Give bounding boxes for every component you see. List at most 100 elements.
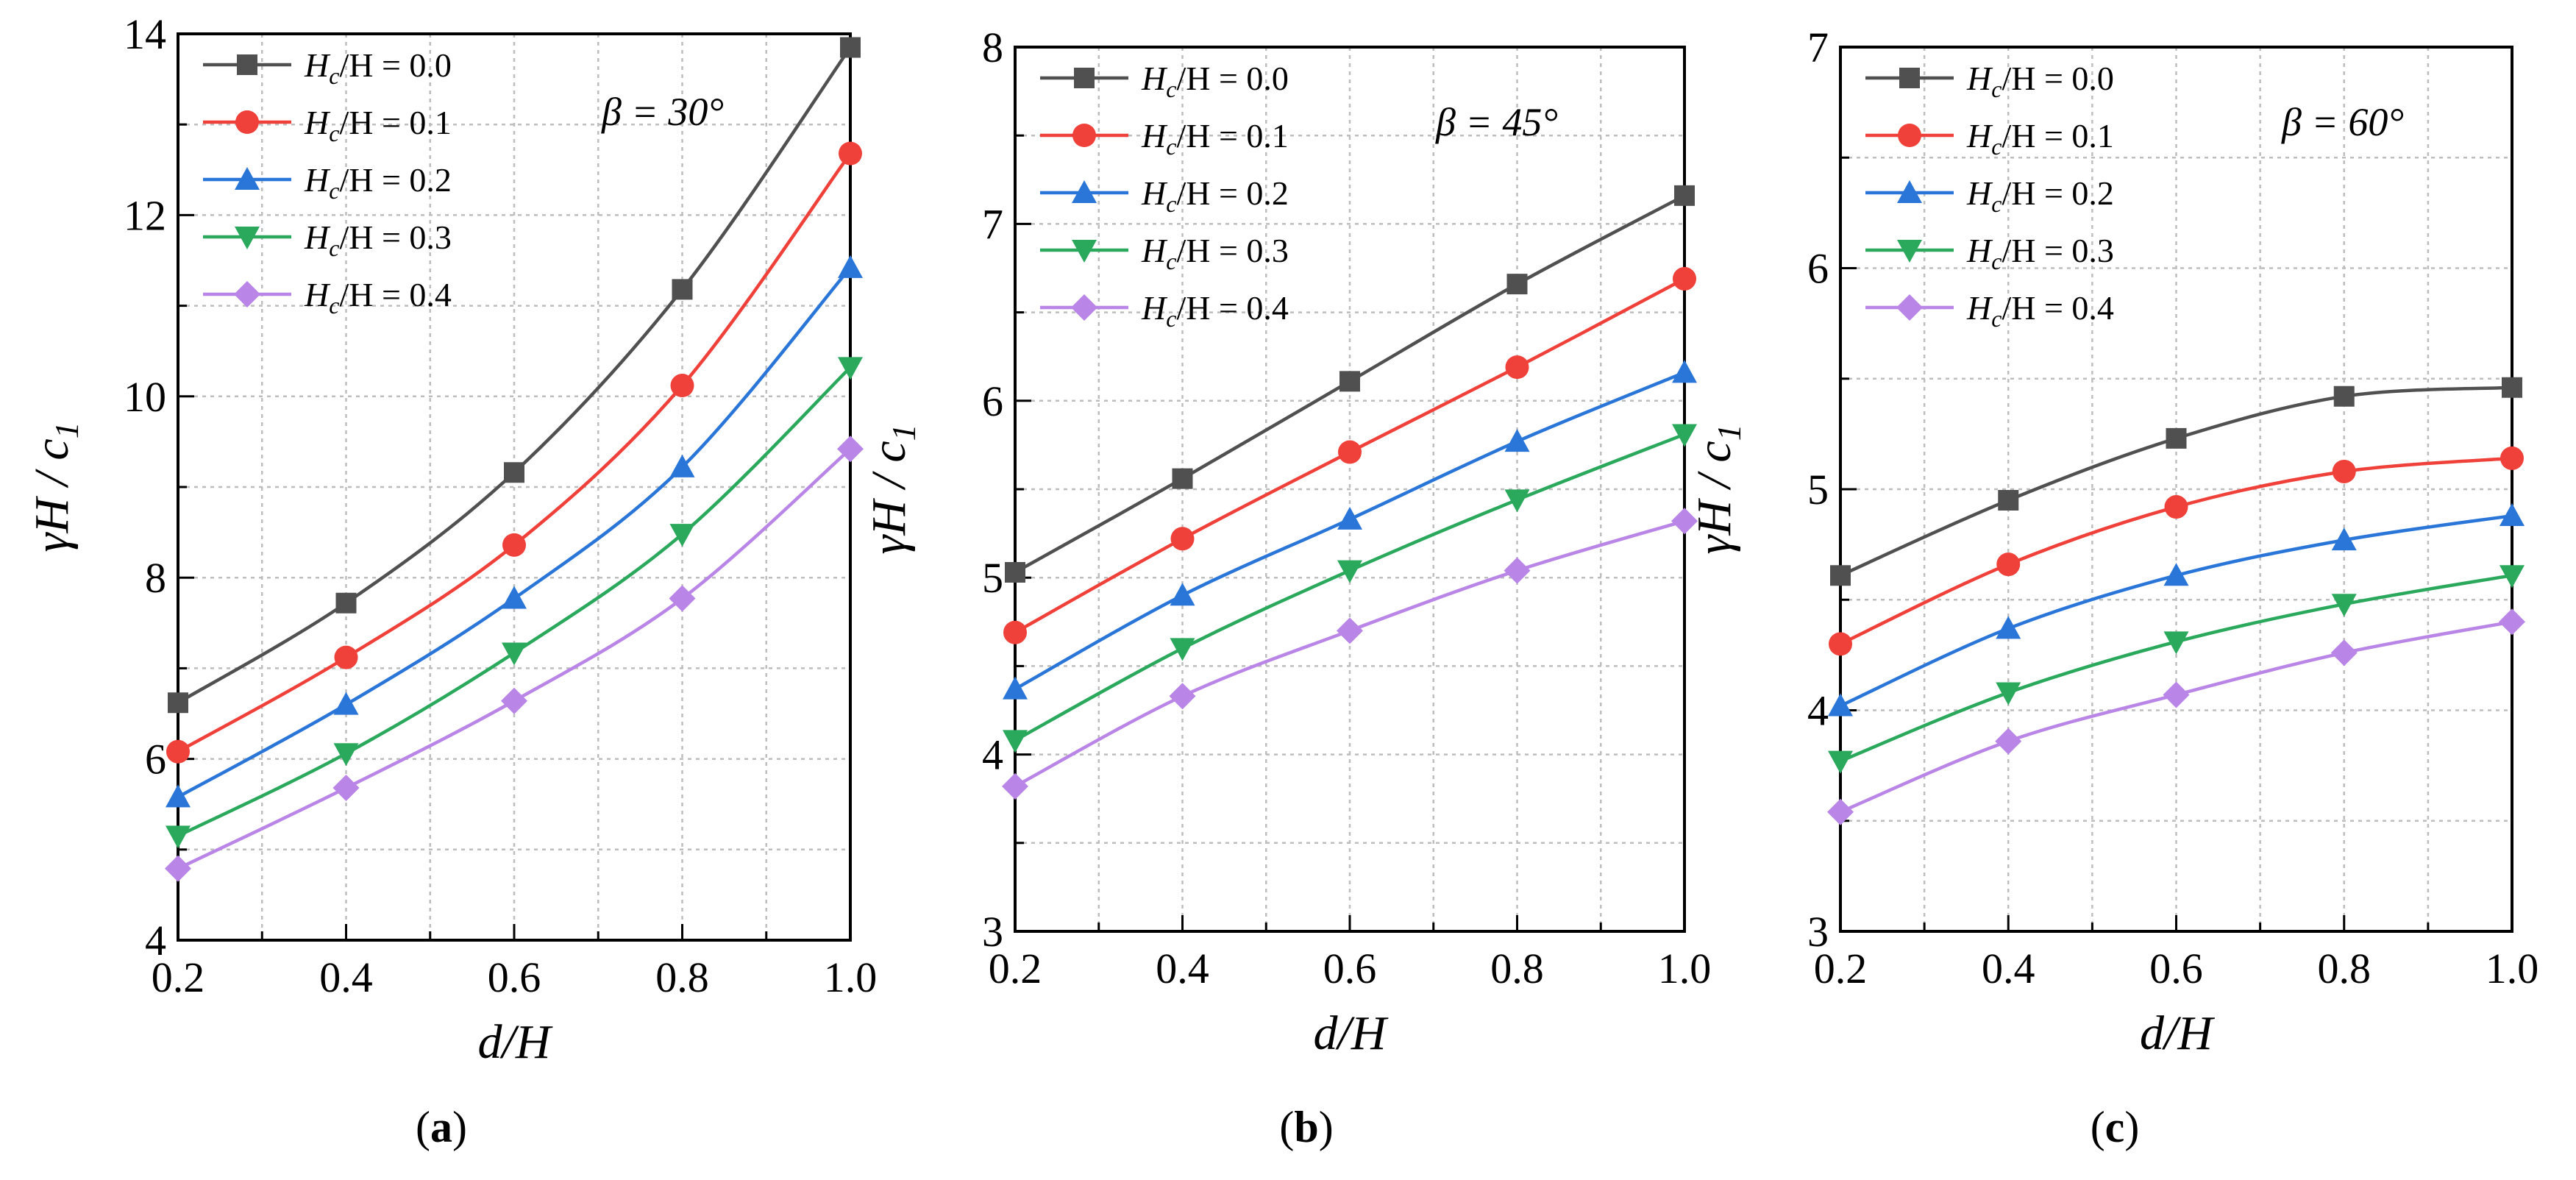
y-tick-label: 8 <box>982 24 1003 71</box>
series-line <box>177 46 852 705</box>
data-point <box>2499 503 2525 527</box>
y-tick-label: 7 <box>982 200 1003 248</box>
y-tick-label: 4 <box>982 731 1003 779</box>
angle-annotation: β = 30° <box>601 90 724 134</box>
x-tick-label: 0.8 <box>2318 945 2372 992</box>
data-point <box>669 585 696 612</box>
y-axis-title-subscript: 1 <box>885 424 922 441</box>
data-point <box>335 592 357 614</box>
y-axis-title: γH / c1 <box>25 422 85 552</box>
legend-item: Hc/H = 0.4 <box>203 276 452 319</box>
data-point <box>1674 185 1695 206</box>
data-point <box>1828 693 1853 717</box>
grid <box>1015 47 1684 931</box>
legend-label: Hc/H = 0.0 <box>304 46 452 89</box>
data-point <box>502 642 527 666</box>
data-point <box>1338 440 1362 464</box>
data-point <box>840 37 861 58</box>
panel-label: (c) <box>2091 1103 2140 1151</box>
series-2 <box>1828 503 2525 717</box>
data-point <box>1002 772 1028 800</box>
data-point <box>1830 565 1851 586</box>
y-axis-title: γH / c1 <box>862 424 922 554</box>
legend-label: Hc/H = 0.3 <box>304 218 452 261</box>
legend-marker <box>1074 68 1095 88</box>
x-axis-title: d/H <box>1314 1006 1389 1060</box>
legend: Hc/H = 0.0 Hc/H = 0.1 Hc/H = 0.2 Hc/H = 0.3… <box>1040 60 1289 332</box>
data-point <box>2333 385 2355 407</box>
panel-b: 0.2 0.4 0.6 0.8 1.0 3 4 5 6 7 8 d/H γH / c1 Hc/H = 0.… <box>862 24 1711 1151</box>
data-point <box>1003 676 1028 700</box>
data-point <box>670 374 694 398</box>
panel-label: (b) <box>1279 1103 1333 1151</box>
data-point <box>1003 730 1028 753</box>
x-tick-label: 0.4 <box>1982 945 2035 992</box>
x-tick-label: 0.2 <box>152 953 205 1001</box>
data-point <box>501 687 527 714</box>
data-point <box>669 454 695 477</box>
panel-a: 0.2 0.4 0.6 0.8 1.0 4 6 8 10 12 14 d/H γH / c1 Hc/H =… <box>25 10 877 1151</box>
data-point <box>1339 371 1360 392</box>
data-point <box>1828 750 1853 774</box>
legend: Hc/H = 0.0 Hc/H = 0.1 Hc/H = 0.2 Hc/H = 0.3… <box>203 46 452 319</box>
data-point <box>2163 631 2189 655</box>
data-point <box>1505 355 1529 380</box>
data-point <box>2499 608 2525 636</box>
data-point <box>332 775 360 802</box>
x-tick-label: 0.8 <box>1490 945 1544 992</box>
legend-item: Hc/H = 0.4 <box>1865 289 2114 332</box>
grid <box>178 34 850 940</box>
data-point <box>837 436 864 463</box>
legend-item: Hc/H = 0.2 <box>1865 174 2114 217</box>
y-tick-label: 12 <box>124 191 166 239</box>
legend-label: Hc/H = 0.4 <box>1141 289 1289 332</box>
y-tick-label: 4 <box>1807 687 1829 735</box>
y-tick-label: 5 <box>1807 466 1829 513</box>
series-4 <box>1002 508 1698 800</box>
grid <box>1840 47 2512 931</box>
series-4 <box>1827 608 2525 825</box>
series-line <box>1840 573 2513 763</box>
data-point <box>1005 561 1025 583</box>
data-point <box>1170 638 1195 661</box>
data-point <box>1996 616 2021 639</box>
data-point <box>1506 274 1528 295</box>
data-point <box>2163 563 2189 586</box>
legend-marker <box>1072 180 1097 203</box>
series-line <box>1014 433 1685 742</box>
data-point <box>165 855 191 882</box>
legend-marker <box>1072 124 1096 147</box>
data-point <box>838 357 863 380</box>
data-point <box>1337 560 1362 583</box>
x-axis-title: d/H <box>2140 1006 2215 1060</box>
legend-label: Hc/H = 0.0 <box>1141 60 1289 102</box>
y-tick-label: 10 <box>124 373 166 421</box>
legend-item: Hc/H = 0.4 <box>1040 289 1289 332</box>
data-point <box>839 141 862 166</box>
y-axis-title-subscript: 1 <box>1710 424 1748 441</box>
x-tick-label: 0.8 <box>655 953 709 1001</box>
series-0 <box>1830 377 2522 586</box>
legend-marker <box>235 167 260 190</box>
y-tick-label: 6 <box>145 736 166 783</box>
x-tick-label: 0.4 <box>319 953 373 1001</box>
data-point <box>2500 446 2524 470</box>
data-point <box>2331 527 2357 551</box>
legend-item: Hc/H = 0.2 <box>203 161 452 204</box>
data-point <box>1170 583 1195 606</box>
legend-marker <box>1072 240 1097 263</box>
series-1 <box>166 141 862 764</box>
series-3 <box>1828 565 2525 774</box>
y-axis-title-subscript: 1 <box>48 422 85 438</box>
legend-item: Hc/H = 0.1 <box>203 104 452 146</box>
series-line <box>1840 385 2513 577</box>
legend-marker <box>1071 294 1097 321</box>
x-tick-label: 1.0 <box>2486 945 2539 992</box>
data-point <box>1169 683 1196 710</box>
data-point <box>1673 266 1696 291</box>
data-point <box>2164 495 2188 519</box>
data-point <box>1504 489 1530 513</box>
data-point <box>166 825 191 849</box>
y-tick-label: 3 <box>982 908 1003 956</box>
legend-label: Hc/H = 0.3 <box>1141 232 1289 274</box>
